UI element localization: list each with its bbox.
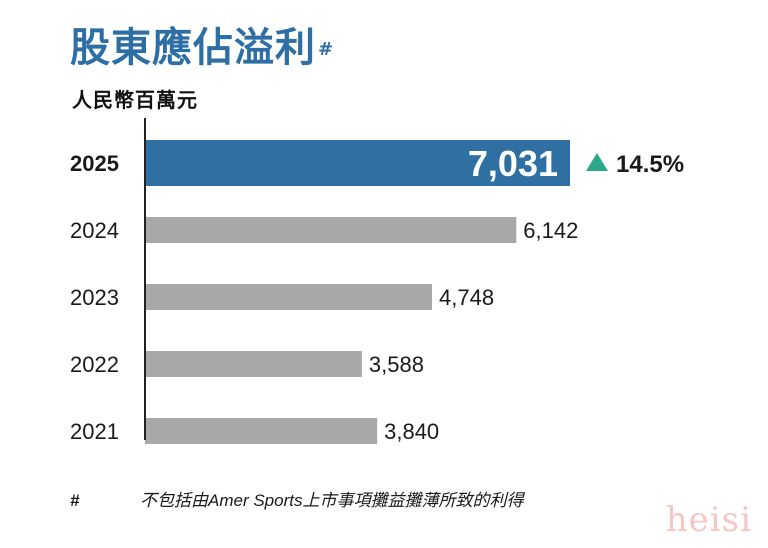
bar-highlight — [145, 140, 570, 186]
growth-label: 14.5% — [616, 151, 684, 178]
value-label: 7,031 — [468, 143, 558, 184]
title-footnote-mark: # — [318, 39, 335, 60]
chart-title-text: 股東應佔溢利 — [70, 25, 316, 71]
watermark: heisi — [665, 500, 752, 540]
footnote-text: 不包括由Amer Sports上市事項攤益攤薄所致的利得 — [140, 491, 524, 510]
footnote-mark: # — [70, 491, 80, 510]
chart-title-block: 股東應佔溢利 # — [70, 24, 334, 72]
footnote: # 不包括由Amer Sports上市事項攤益攤薄所致的利得 — [70, 486, 523, 511]
category-label: 2025 — [70, 151, 119, 176]
bar — [145, 217, 517, 243]
category-label: 2021 — [70, 419, 119, 444]
category-label: 2024 — [70, 218, 119, 243]
up-triangle-icon — [586, 153, 608, 171]
category-label: 2022 — [70, 352, 119, 377]
value-label: 3,840 — [384, 419, 439, 444]
bar — [145, 351, 362, 377]
value-label: 4,748 — [439, 285, 494, 310]
chart-title: 股東應佔溢利 # — [70, 24, 334, 72]
unit-label: 人民幣百萬元 — [72, 88, 198, 112]
bar — [145, 418, 378, 444]
value-label: 3,588 — [369, 352, 424, 377]
bar — [145, 284, 433, 310]
category-label: 2023 — [70, 285, 119, 310]
value-label: 6,142 — [523, 218, 578, 243]
